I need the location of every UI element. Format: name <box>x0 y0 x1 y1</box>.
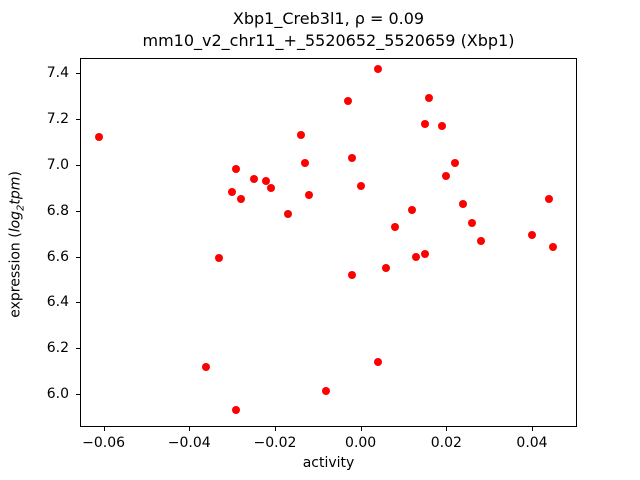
y-tick-mark <box>76 210 80 212</box>
y-tick-mark <box>76 348 80 350</box>
y-axis-label-log: log <box>7 210 24 233</box>
scatter-point <box>442 172 451 181</box>
y-axis-label-tpm: tpm <box>7 176 24 205</box>
scatter-point <box>236 195 245 204</box>
scatter-point <box>95 133 104 142</box>
y-tick-mark <box>76 164 80 166</box>
x-tick-mark <box>103 427 105 431</box>
scatter-point <box>373 64 382 73</box>
y-tick-mark <box>76 394 80 396</box>
scatter-point <box>202 362 211 371</box>
x-tick-mark <box>274 427 276 431</box>
x-tick-label: −0.04 <box>167 435 211 451</box>
scatter-point <box>283 210 292 219</box>
x-tick-label: −0.02 <box>253 435 297 451</box>
scatter-point <box>382 264 391 273</box>
x-tick-label: 0.04 <box>516 435 548 451</box>
scatter-point <box>266 183 275 192</box>
scatter-point <box>348 270 357 279</box>
y-axis-label-text: expression ( <box>7 232 24 318</box>
chart-title: Xbp1_Creb3l1, ρ = 0.09 mm10_v2_chr11_+_5… <box>80 8 577 52</box>
scatter-point <box>232 165 241 174</box>
scatter-point <box>468 219 477 228</box>
scatter-point <box>438 121 447 130</box>
y-axis-ticks: 6.0 6.2 6.4 6.6 6.8 7.0 7.2 7.4 <box>0 58 80 427</box>
scatter-point <box>420 250 429 259</box>
scatter-point <box>228 188 237 197</box>
x-tick-label: 0.02 <box>430 435 462 451</box>
y-axis-label-sub: 2 <box>15 204 27 211</box>
scatter-point <box>420 119 429 128</box>
x-tick-mark <box>360 427 362 431</box>
y-axis-label: expression (log2tpm) <box>8 74 27 414</box>
scatter-point <box>356 181 365 190</box>
scatter-point <box>545 195 554 204</box>
chart-title-line2: mm10_v2_chr11_+_5520652_5520659 (Xbp1) <box>142 31 515 50</box>
scatter-point <box>476 236 485 245</box>
scatter-point <box>215 253 224 262</box>
chart-title-line1: Xbp1_Creb3l1, ρ = 0.09 <box>232 9 425 28</box>
y-tick-mark <box>76 256 80 258</box>
scatter-point <box>425 94 434 103</box>
y-tick-label: 6.6 <box>46 248 69 265</box>
y-tick-mark <box>76 119 80 120</box>
y-tick-label: 7.2 <box>46 111 69 127</box>
y-tick-mark <box>76 73 80 75</box>
scatter-point <box>412 252 421 261</box>
scatter-point <box>300 158 309 167</box>
x-tick-mark <box>446 427 448 431</box>
x-tick-label: 0.00 <box>345 435 377 451</box>
scatter-point <box>528 230 536 239</box>
y-tick-label: 6.4 <box>46 294 69 311</box>
scatter-point <box>343 96 352 105</box>
scatter-point <box>296 131 305 140</box>
x-tick-label: −0.06 <box>82 435 126 451</box>
scatter-point <box>262 176 271 185</box>
scatter-point <box>322 386 331 395</box>
scatter-point <box>450 158 459 167</box>
scatter-point <box>249 174 258 183</box>
x-tick-mark <box>532 427 533 431</box>
scatter-point <box>348 153 357 162</box>
y-tick-label: 7.0 <box>46 156 69 173</box>
scatter-point <box>390 222 399 231</box>
y-tick-label: 6.2 <box>46 340 69 357</box>
y-axis-label-close: ) <box>7 171 24 177</box>
x-axis-label: activity <box>302 455 355 471</box>
plot-area <box>80 58 577 427</box>
scatter-point <box>232 406 241 415</box>
scatter-point <box>408 205 417 214</box>
scatter-point <box>549 243 558 252</box>
scatter-point <box>305 190 314 199</box>
y-tick-mark <box>76 302 80 304</box>
scatter-point <box>373 358 382 367</box>
x-axis-ticks: −0.06 −0.04 −0.02 0.00 0.02 0.04 <box>80 427 577 457</box>
y-tick-label: 6.8 <box>46 202 69 219</box>
y-tick-label: 7.4 <box>46 65 69 82</box>
y-tick-label: 6.0 <box>46 386 69 403</box>
scatter-point <box>459 199 468 208</box>
x-tick-mark <box>189 427 191 431</box>
